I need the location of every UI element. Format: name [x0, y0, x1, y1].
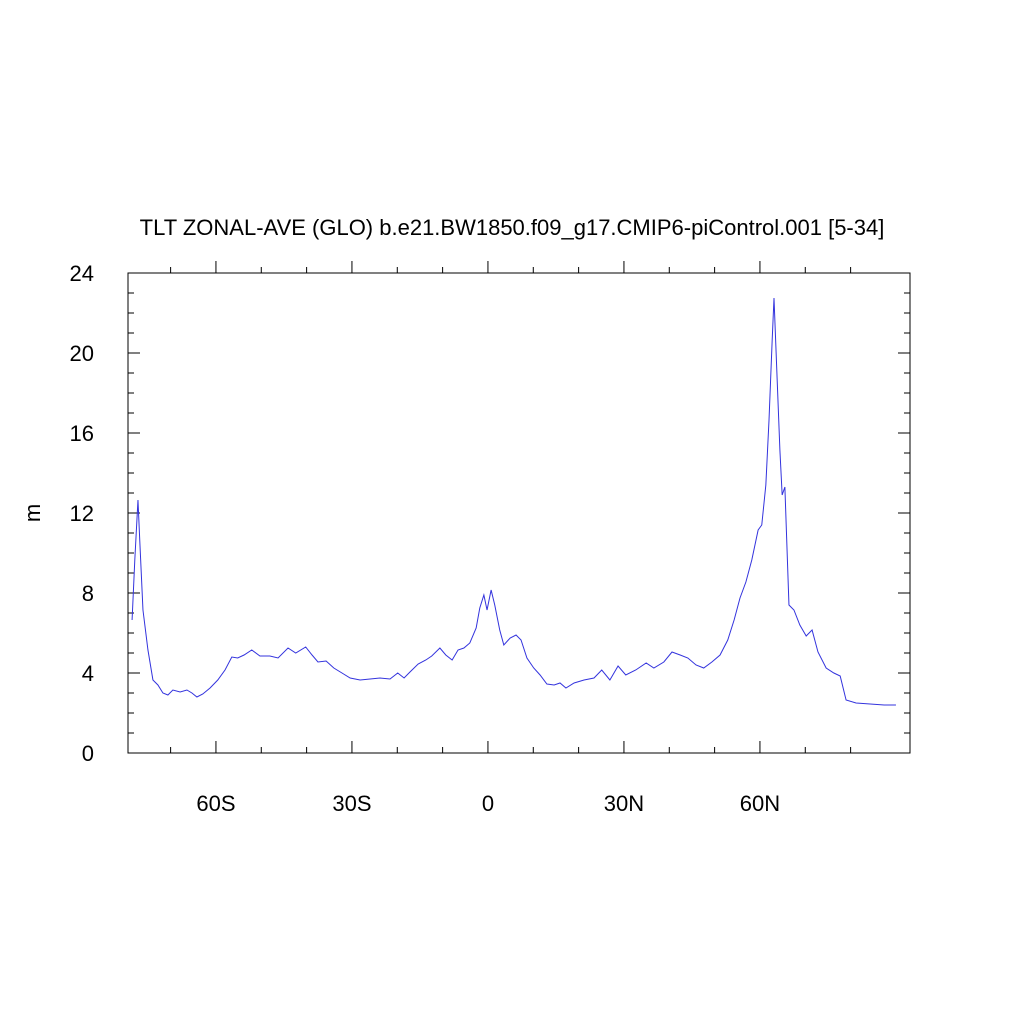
- x-tick-label: 60S: [196, 791, 235, 816]
- plot-frame: [127, 272, 911, 754]
- x-tick-label: 0: [482, 791, 494, 816]
- x-tick-label: 60N: [740, 791, 780, 816]
- y-tick-label: 24: [70, 261, 94, 286]
- y-tick-label: 8: [82, 581, 94, 606]
- chart-title: TLT ZONAL-AVE (GLO) b.e21.BW1850.f09_g17…: [140, 215, 885, 240]
- x-tick-label: 30S: [332, 791, 371, 816]
- y-tick-label: 16: [70, 421, 94, 446]
- y-tick-label: 0: [82, 741, 94, 766]
- y-tick-label: 20: [70, 341, 94, 366]
- data-line: [131, 297, 896, 706]
- x-tick-label: 30N: [604, 791, 644, 816]
- y-tick-label: 12: [70, 501, 94, 526]
- y-axis-label: m: [20, 504, 45, 522]
- y-tick-label: 4: [82, 661, 94, 686]
